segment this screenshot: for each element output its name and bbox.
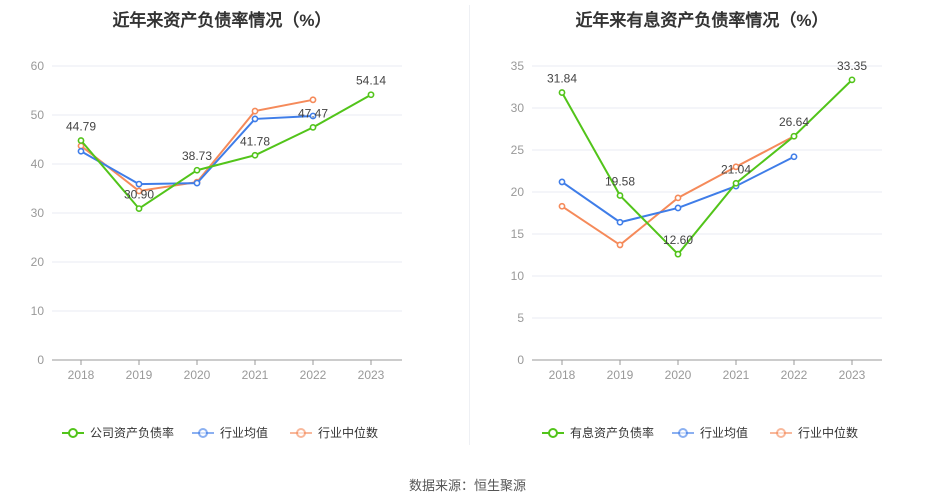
chart-0: 0 10 20 30 40 50 60 2018 2019 2020 2021 2022 2023 44.…: [31, 59, 402, 440]
legend-marker: [68, 428, 78, 438]
data-label: 33.35: [837, 59, 867, 73]
data-point: [732, 163, 740, 171]
data-point: [674, 250, 682, 258]
legend-marker: [776, 428, 786, 438]
x-tick-label: 2019: [607, 368, 634, 382]
x-tick-label: 2019: [126, 368, 153, 382]
data-point: [193, 166, 201, 174]
data-point: [309, 123, 317, 131]
data-point: [251, 107, 259, 115]
y-tick-label: 60: [31, 59, 45, 73]
data-point: [674, 194, 682, 202]
chart-1: 0 5 10 15 20 25 30 35 2018 2019 2020 2021 2022 2023 31…: [511, 59, 882, 440]
y-tick-label: 50: [31, 108, 45, 122]
x-tick-label: 2021: [723, 368, 750, 382]
data-point: [732, 179, 740, 187]
chart-title-left: 近年来资产负债率情况（%）: [112, 11, 332, 30]
data-label: 41.78: [240, 134, 270, 148]
legend-label[interactable]: 行业中位数: [318, 425, 378, 440]
data-point: [616, 192, 624, 199]
data-label: 54.14: [356, 74, 386, 88]
legend-label[interactable]: 行业均值: [700, 425, 748, 440]
data-point: [309, 112, 317, 120]
data-point: [790, 132, 798, 140]
data-point: [848, 76, 856, 84]
y-tick-label: 20: [511, 185, 525, 199]
data-label: 47.47: [298, 106, 328, 120]
legend-marker: [678, 428, 688, 438]
y-tick-label: 25: [511, 143, 525, 157]
data-point: [616, 218, 624, 226]
x-tick-label: 2018: [549, 368, 576, 382]
series-line: [80, 93, 372, 210]
y-tick-label: 0: [37, 353, 44, 367]
data-label: 44.79: [66, 120, 96, 134]
legend-label[interactable]: 行业均值: [220, 425, 268, 440]
data-label: 12.60: [663, 233, 693, 247]
y-tick-label: 0: [517, 353, 524, 367]
y-tick-label: 35: [511, 59, 525, 73]
x-tick-label: 2018: [68, 368, 95, 382]
data-label: 19.58: [605, 175, 635, 189]
legend-label[interactable]: 行业中位数: [798, 425, 858, 440]
data-label: 26.64: [779, 115, 809, 129]
data-label: 31.84: [547, 72, 577, 86]
legend-label[interactable]: 有息资产负债率: [570, 425, 654, 440]
legend-marker: [548, 428, 558, 438]
data-point: [367, 91, 375, 99]
data-point: [77, 137, 85, 144]
y-tick-label: 40: [31, 157, 45, 171]
data-point: [77, 147, 85, 155]
y-tick-label: 30: [31, 206, 45, 220]
x-tick-label: 2020: [184, 368, 211, 382]
x-tick-label: 2021: [242, 368, 269, 382]
legend-marker: [296, 428, 306, 438]
y-tick-label: 15: [511, 227, 525, 241]
y-tick-label: 30: [511, 101, 525, 115]
data-point: [558, 89, 566, 96]
y-tick-label: 10: [31, 304, 45, 318]
data-source: 数据来源：恒生聚源: [408, 478, 526, 493]
legend-marker: [198, 428, 208, 438]
x-tick-label: 2022: [781, 368, 808, 382]
y-tick-label: 5: [517, 311, 524, 325]
data-label: 21.04: [721, 162, 751, 176]
y-tick-label: 20: [31, 255, 45, 269]
data-point: [674, 204, 682, 212]
series-line: [561, 79, 853, 256]
data-point: [193, 179, 201, 187]
data-point: [251, 151, 259, 159]
data-point: [558, 202, 566, 210]
y-tick-label: 10: [511, 269, 525, 283]
data-label: 30.90: [124, 188, 154, 202]
x-tick-label: 2023: [839, 368, 866, 382]
data-point: [251, 115, 259, 123]
x-tick-label: 2023: [358, 368, 385, 382]
data-point: [135, 180, 143, 188]
legend-label[interactable]: 公司资产负债率: [90, 425, 174, 440]
data-point: [558, 178, 566, 186]
series-line: [80, 98, 314, 193]
data-point: [135, 205, 143, 212]
data-label: 38.73: [182, 149, 212, 163]
chart-title-right: 近年来有息资产负债率情况（%）: [575, 11, 829, 30]
data-point: [790, 153, 798, 161]
data-point: [309, 96, 317, 104]
series-line: [561, 155, 795, 224]
divider: [469, 5, 470, 445]
x-tick-label: 2022: [300, 368, 327, 382]
data-point: [135, 187, 143, 195]
x-tick-label: 2020: [665, 368, 692, 382]
data-point: [616, 241, 624, 249]
